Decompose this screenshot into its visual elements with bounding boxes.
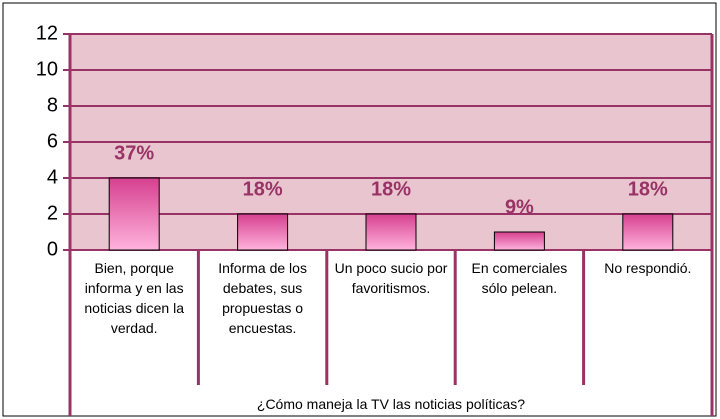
x-tick-label: No respondió. bbox=[604, 260, 692, 276]
bar bbox=[108, 177, 160, 251]
data-label: 18% bbox=[371, 178, 411, 200]
data-label: 9% bbox=[505, 196, 534, 218]
bar bbox=[237, 213, 289, 251]
bar bbox=[365, 213, 417, 251]
bar bbox=[493, 231, 545, 251]
x-tick-label: Informa de los debates, sus propuestas o… bbox=[218, 260, 307, 336]
y-tick-label: 12 bbox=[36, 22, 58, 44]
y-tick-label: 0 bbox=[47, 238, 58, 260]
x-tick-label: En comerciales sólo pelean. bbox=[471, 260, 568, 296]
data-label: 18% bbox=[628, 178, 668, 200]
data-label: 37% bbox=[114, 142, 154, 164]
x-tick-label: Un poco sucio por favoritismos. bbox=[334, 260, 448, 296]
y-tick-label: 4 bbox=[47, 166, 58, 188]
data-label: 18% bbox=[243, 178, 283, 200]
y-tick-label: 10 bbox=[36, 58, 58, 80]
bar bbox=[622, 213, 674, 251]
x-tick-label: Bien, porque informa y en las noticias d… bbox=[84, 260, 184, 336]
y-tick-label: 8 bbox=[47, 94, 58, 116]
y-tick-label: 6 bbox=[47, 130, 58, 152]
x-axis-title: ¿Cómo maneja la TV las noticias política… bbox=[256, 396, 526, 412]
y-tick-label: 2 bbox=[47, 202, 58, 224]
